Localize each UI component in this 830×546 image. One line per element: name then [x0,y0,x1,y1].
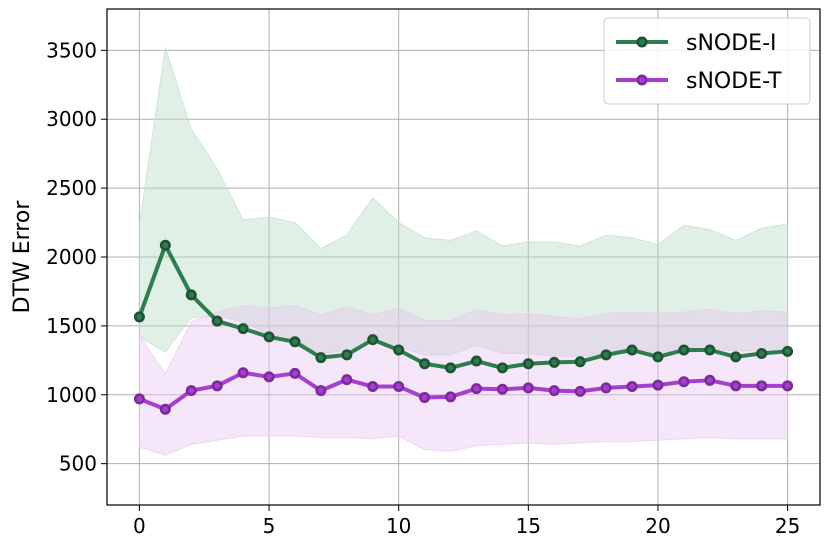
data-point [185,385,197,397]
error-bands [138,47,789,456]
legend: sNODE-I sNODE-T [603,17,811,105]
data-point [782,345,794,357]
legend-label: sNODE-T [686,69,782,94]
data-point [496,362,508,374]
y-tick-label: 500 [59,452,97,476]
data-point [522,358,534,370]
data-point [133,311,145,323]
data-point [574,356,586,368]
data-point [341,374,353,386]
y-tick-label: 1000 [46,383,97,407]
data-point [626,344,638,356]
data-point [470,383,482,395]
data-point [185,289,197,301]
data-point [600,349,612,361]
data-point [678,344,690,356]
data-point [367,334,379,346]
data-point [782,380,794,392]
data-point [496,383,508,395]
data-point [419,392,431,404]
data-point [237,323,249,335]
data-point [211,315,223,327]
data-point [730,380,742,392]
data-point [211,380,223,392]
legend-box [603,17,811,105]
y-tick-label: 3500 [46,38,97,62]
y-tick-label: 2500 [46,176,97,200]
data-point [756,380,768,392]
series-markers [133,239,794,415]
data-point [393,381,405,393]
y-tick-label: 3000 [46,107,97,131]
data-point [263,331,275,343]
data-point [159,239,171,251]
data-point [652,351,664,363]
data-point [704,344,716,356]
data-point [522,382,534,394]
x-tick-label: 10 [386,514,411,538]
data-point [315,385,327,397]
x-tick-label: 20 [645,514,670,538]
x-tick-label: 25 [775,514,800,538]
data-point [470,355,482,367]
legend-marker-swatch [636,36,648,48]
data-point [341,349,353,361]
data-point [367,381,379,393]
data-point [730,351,742,363]
data-point [626,381,638,393]
y-tick-label: 2000 [46,245,97,269]
legend-marker-swatch [636,74,648,86]
data-point [263,371,275,383]
data-point [652,379,664,391]
data-point [445,391,457,403]
data-point [419,358,431,370]
data-point [704,374,716,386]
data-point [315,352,327,364]
data-point [289,367,301,379]
axis-ticks: 0 5 10 15 20 25 500 1000 1500 2000 2500 3000 3500 [46,38,800,538]
data-point [133,393,145,405]
data-point [678,376,690,388]
data-point [289,336,301,348]
data-point [548,385,560,397]
data-point [237,367,249,379]
data-point [393,344,405,356]
y-axis-label: DTW Error [10,200,35,314]
x-tick-label: 15 [516,514,541,538]
y-tick-label: 1500 [46,314,97,338]
x-tick-label: 0 [133,514,146,538]
data-point [445,362,457,374]
error-band [138,304,789,456]
data-point [159,403,171,415]
data-point [756,347,768,359]
legend-label: sNODE-I [686,31,777,56]
data-point [574,385,586,397]
data-point [600,382,612,394]
x-tick-label: 5 [263,514,276,538]
data-point [548,356,560,368]
